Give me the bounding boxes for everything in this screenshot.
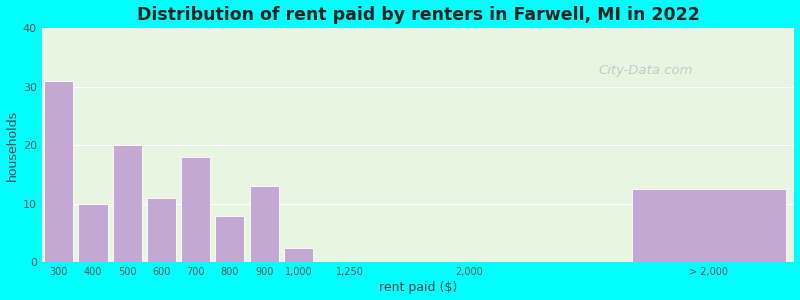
Bar bbox=[250, 186, 278, 262]
Bar bbox=[147, 198, 176, 262]
Text: City-Data.com: City-Data.com bbox=[598, 64, 694, 76]
Title: Distribution of rent paid by renters in Farwell, MI in 2022: Distribution of rent paid by renters in … bbox=[137, 6, 699, 24]
Bar bbox=[284, 248, 313, 262]
Bar bbox=[215, 215, 245, 262]
Bar bbox=[632, 189, 786, 262]
Bar bbox=[44, 81, 74, 262]
Y-axis label: households: households bbox=[6, 110, 18, 181]
X-axis label: rent paid ($): rent paid ($) bbox=[379, 281, 458, 294]
Bar bbox=[181, 157, 210, 262]
Bar bbox=[113, 145, 142, 262]
Bar bbox=[78, 204, 107, 262]
